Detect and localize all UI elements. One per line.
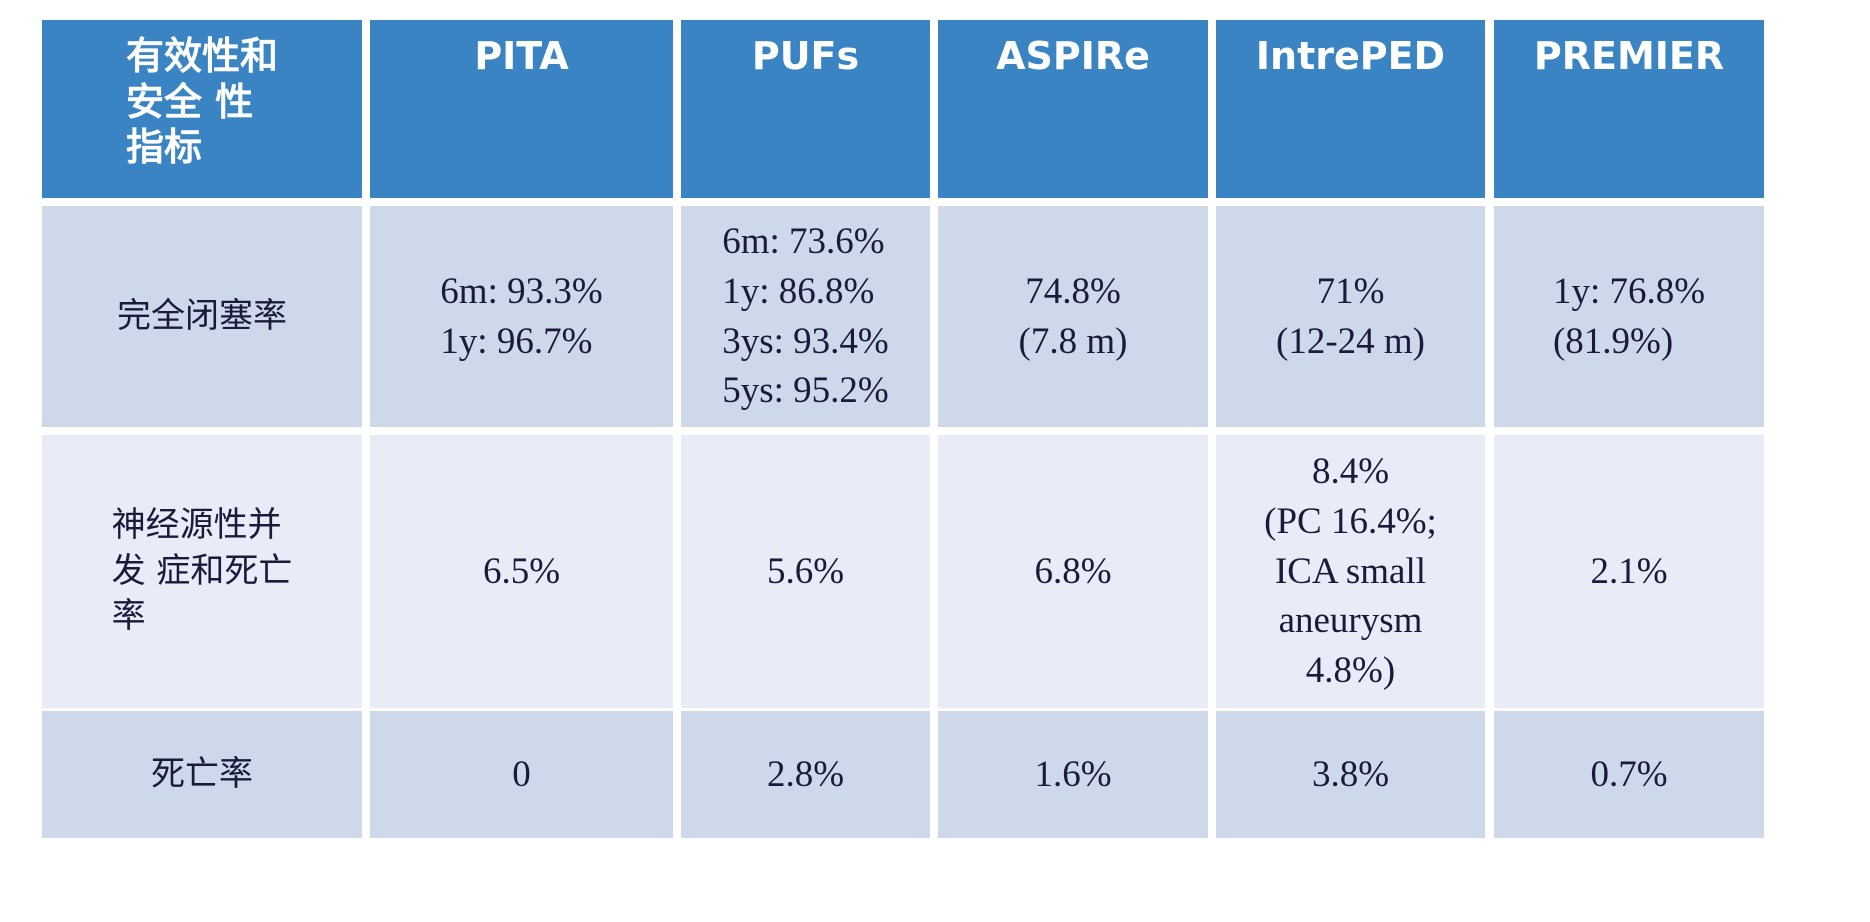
cell-text: 0.7% — [1590, 750, 1667, 800]
text-line: 4.8%) — [1305, 650, 1396, 692]
table-cell: 2.8% — [681, 711, 930, 838]
cell-text: 2.8% — [767, 750, 844, 800]
table-cell: 死亡率 — [42, 711, 362, 838]
text-line: PITA — [474, 34, 569, 78]
cell-text: PITA — [474, 34, 568, 80]
cell-text: 神经源性并发 症和死亡率 — [112, 503, 293, 641]
text-line: 74.8% — [1025, 270, 1121, 312]
table-cell: 2.1% — [1494, 435, 1764, 708]
table-cell: 6.8% — [938, 435, 1208, 708]
text-line: 2.1% — [1590, 550, 1668, 592]
header-cell: IntrePED — [1216, 20, 1485, 198]
text-line: 指标 — [125, 125, 202, 170]
text-line: 0.7% — [1590, 753, 1668, 795]
text-line: (PC 16.4%; — [1264, 500, 1437, 542]
cell-text: 6m: 73.6% 1y: 86.8% 3ys: 93.4% 5ys: 95.2% — [722, 217, 889, 417]
text-line: 6m: 93.3% — [440, 270, 603, 312]
cell-text: 2.1% — [1590, 547, 1667, 597]
text-line: 死亡率 — [151, 753, 253, 794]
text-line: 6.5% — [482, 550, 561, 592]
table-cell: 6m: 93.3% 1y: 96.7% — [370, 206, 673, 427]
text-line: ICA small — [1274, 550, 1427, 592]
table-cell: 74.8% (7.8 m) — [938, 206, 1208, 427]
table-cell: 0 — [370, 711, 673, 838]
text-line: 发 症和死亡 — [111, 550, 293, 591]
text-line: 率 — [111, 596, 146, 637]
text-line: 8.4% — [1311, 450, 1390, 492]
text-line: ASPIRe — [996, 34, 1150, 78]
table-cell: 完全闭塞率 — [42, 206, 362, 427]
cell-text: 71% (12-24 m) — [1276, 267, 1425, 367]
text-line: 3.8% — [1311, 753, 1390, 795]
text-line: (12-24 m) — [1276, 320, 1425, 362]
text-line: 5ys: 95.2% — [722, 370, 889, 412]
header-cell: ASPIRe — [938, 20, 1208, 198]
cell-text: 3.8% — [1312, 750, 1389, 800]
cell-text: IntrePED — [1256, 34, 1445, 80]
text-line: 完全闭塞率 — [117, 295, 287, 336]
cell-text: 74.8% (7.8 m) — [1019, 267, 1128, 367]
text-line: PREMIER — [1533, 34, 1725, 78]
cell-text: 有效性和 安全 性指标 — [126, 34, 278, 171]
text-line: 有效性和 — [125, 34, 278, 78]
cell-text: 8.4% (PC 16.4%; ICA small aneurysm 4.8%) — [1264, 447, 1437, 697]
cell-text: 6m: 93.3% 1y: 96.7% — [440, 267, 602, 367]
text-line: 5.6% — [766, 550, 845, 592]
text-line: (7.8 m) — [1018, 320, 1128, 362]
cell-text: 6.5% — [483, 547, 560, 597]
text-line: 0 — [512, 753, 531, 795]
text-line: 安全 性 — [125, 79, 254, 124]
cell-text: 死亡率 — [151, 752, 253, 798]
cell-text: 0 — [512, 750, 531, 800]
table-cell: 神经源性并发 症和死亡率 — [42, 435, 362, 708]
cell-text: 6.8% — [1034, 547, 1111, 597]
cell-text: 1.6% — [1034, 750, 1111, 800]
text-line: 1y: 76.8% — [1552, 270, 1706, 312]
cell-text: 5.6% — [767, 547, 844, 597]
text-line: 1y: 86.8% — [722, 270, 875, 312]
text-line: 1y: 96.7% — [440, 320, 593, 362]
header-cell: PUFs — [681, 20, 930, 198]
header-cell: PREMIER — [1494, 20, 1764, 198]
table-cell: 8.4% (PC 16.4%; ICA small aneurysm 4.8%) — [1216, 435, 1485, 708]
text-line: 2.8% — [766, 753, 845, 795]
table-cell: 6m: 73.6% 1y: 86.8% 3ys: 93.4% 5ys: 95.2% — [681, 206, 930, 427]
cell-text: PREMIER — [1534, 34, 1724, 80]
text-line: (81.9%) — [1552, 320, 1674, 362]
text-line: 1.6% — [1034, 753, 1112, 795]
text-line: 神经源性并 — [111, 504, 282, 545]
table-cell: 5.6% — [681, 435, 930, 708]
cell-text: ASPIRe — [996, 34, 1150, 80]
table-cell: 71% (12-24 m) — [1216, 206, 1485, 427]
text-line: 71% — [1316, 270, 1385, 312]
text-line: IntrePED — [1255, 34, 1446, 78]
text-line: 6.8% — [1034, 550, 1112, 592]
table-cell: 1y: 76.8% (81.9%) — [1494, 206, 1764, 427]
cell-text: 1y: 76.8% (81.9%) — [1553, 267, 1705, 367]
header-cell: 有效性和 安全 性指标 — [42, 20, 362, 198]
table-cell: 0.7% — [1494, 711, 1764, 838]
table-cell: 1.6% — [938, 711, 1208, 838]
cell-text: 完全闭塞率 — [117, 294, 287, 340]
header-cell: PITA — [370, 20, 673, 198]
text-line: aneurysm — [1278, 600, 1423, 642]
text-line: 6m: 73.6% — [722, 220, 885, 262]
cell-text: PUFs — [752, 34, 859, 80]
text-line: 3ys: 93.4% — [722, 320, 889, 362]
table-cell: 6.5% — [370, 435, 673, 708]
text-line: PUFs — [751, 34, 860, 78]
table-cell: 3.8% — [1216, 711, 1485, 838]
